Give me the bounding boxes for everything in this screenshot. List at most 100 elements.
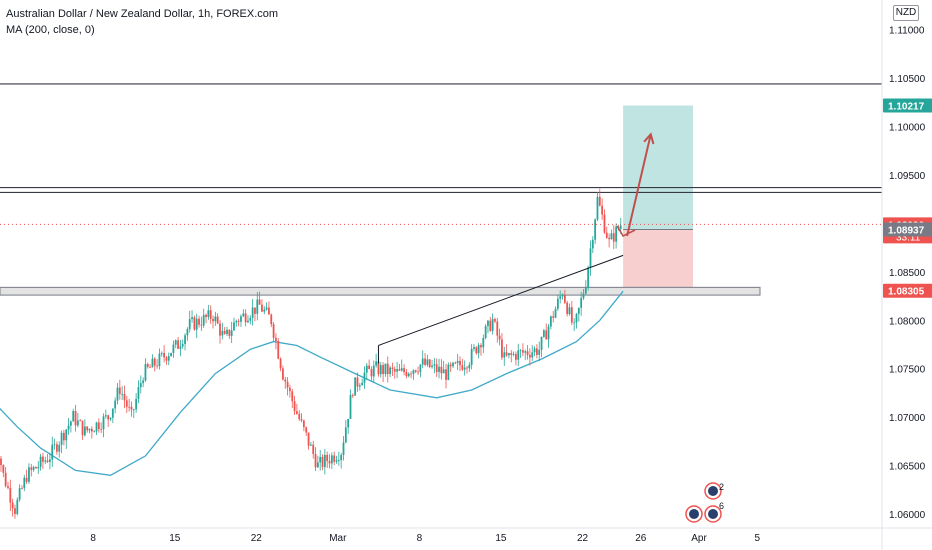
flag-icon xyxy=(708,486,718,496)
candle-body xyxy=(2,465,5,473)
event-marker[interactable] xyxy=(685,505,703,523)
candle-body xyxy=(300,419,303,421)
candle-body xyxy=(519,350,522,352)
candle xyxy=(396,361,398,379)
trendline[interactable] xyxy=(378,254,624,346)
candle xyxy=(32,465,35,472)
candle xyxy=(505,344,508,357)
candle-body xyxy=(405,372,408,377)
price-label-text: 1.08937 xyxy=(888,226,925,237)
candle-body xyxy=(163,352,165,358)
candle xyxy=(323,448,326,475)
candle-body xyxy=(275,337,277,342)
candle-body xyxy=(202,314,205,326)
candle xyxy=(144,358,147,382)
x-tick-label: 8 xyxy=(417,533,423,544)
candle xyxy=(128,398,131,412)
candle xyxy=(93,430,96,433)
event-marker[interactable] xyxy=(704,505,722,523)
candle-body xyxy=(200,324,203,326)
countdown-label: 33:11 xyxy=(896,232,921,243)
candle xyxy=(300,413,303,423)
candle xyxy=(419,363,422,378)
candle xyxy=(81,420,84,440)
arrow-line[interactable] xyxy=(626,134,652,237)
candle-body xyxy=(470,348,473,365)
candle xyxy=(63,429,65,446)
candle-body xyxy=(7,486,9,488)
candle xyxy=(407,372,410,378)
candle-body xyxy=(524,351,527,353)
target-zone[interactable] xyxy=(623,105,693,230)
candle-body xyxy=(424,358,426,365)
candle xyxy=(582,289,585,301)
candle-body xyxy=(384,363,387,375)
candle-body xyxy=(412,370,415,374)
candle xyxy=(403,364,405,376)
candle xyxy=(351,393,354,399)
candle xyxy=(501,333,503,360)
candle xyxy=(561,293,564,300)
candle xyxy=(132,408,135,419)
candle-body xyxy=(431,365,433,368)
candle-body xyxy=(615,226,618,242)
y-tick-label: 1.10500 xyxy=(889,74,926,85)
candle xyxy=(125,396,128,413)
candle xyxy=(291,389,294,409)
support-zone[interactable] xyxy=(0,286,761,296)
candle xyxy=(209,305,212,324)
currency-badge[interactable]: NZD xyxy=(893,5,919,21)
y-tick-label: 1.09500 xyxy=(889,171,926,182)
candle-body xyxy=(603,214,606,233)
candle-body xyxy=(417,371,419,373)
candle-body xyxy=(195,318,198,330)
candle xyxy=(277,338,280,360)
candle-body xyxy=(354,377,357,396)
candle-body xyxy=(363,372,366,383)
candle xyxy=(596,192,599,222)
candle xyxy=(76,412,79,428)
candle-body xyxy=(39,456,42,467)
price-axis[interactable] xyxy=(882,0,932,550)
candle-body xyxy=(540,336,543,350)
candle xyxy=(100,422,103,434)
candle xyxy=(519,349,522,358)
candle xyxy=(237,318,240,327)
event-marker[interactable] xyxy=(704,482,722,500)
candle xyxy=(230,321,233,343)
candle-body xyxy=(72,410,75,422)
candle-body xyxy=(400,368,403,371)
candle-body xyxy=(347,418,350,428)
candle xyxy=(594,218,597,244)
candle xyxy=(309,441,312,446)
candle xyxy=(529,348,531,366)
candle xyxy=(347,418,350,434)
event-marker-count: 2 xyxy=(719,482,724,492)
candle xyxy=(361,378,364,386)
candle-body xyxy=(35,467,37,469)
candle xyxy=(121,386,124,400)
candle xyxy=(14,504,16,519)
price-label-target xyxy=(883,98,932,113)
candle-body xyxy=(531,352,534,358)
candle xyxy=(158,348,161,370)
candle xyxy=(354,377,357,396)
candle-body xyxy=(333,455,336,462)
candle-body xyxy=(533,348,536,353)
candle xyxy=(30,463,33,477)
candle xyxy=(254,307,256,322)
candle xyxy=(368,359,371,370)
candle-body xyxy=(32,467,35,470)
candle-body xyxy=(566,302,569,315)
candle xyxy=(0,456,2,472)
candle xyxy=(503,346,506,366)
candle-body xyxy=(93,431,96,433)
candle xyxy=(86,426,89,433)
candle xyxy=(438,358,440,379)
candle-body xyxy=(494,319,496,322)
candle-body xyxy=(132,409,135,411)
candle-body xyxy=(568,307,571,315)
indicator-legend[interactable]: MA (200, close, 0) xyxy=(6,24,95,36)
stop-zone[interactable] xyxy=(623,229,693,291)
